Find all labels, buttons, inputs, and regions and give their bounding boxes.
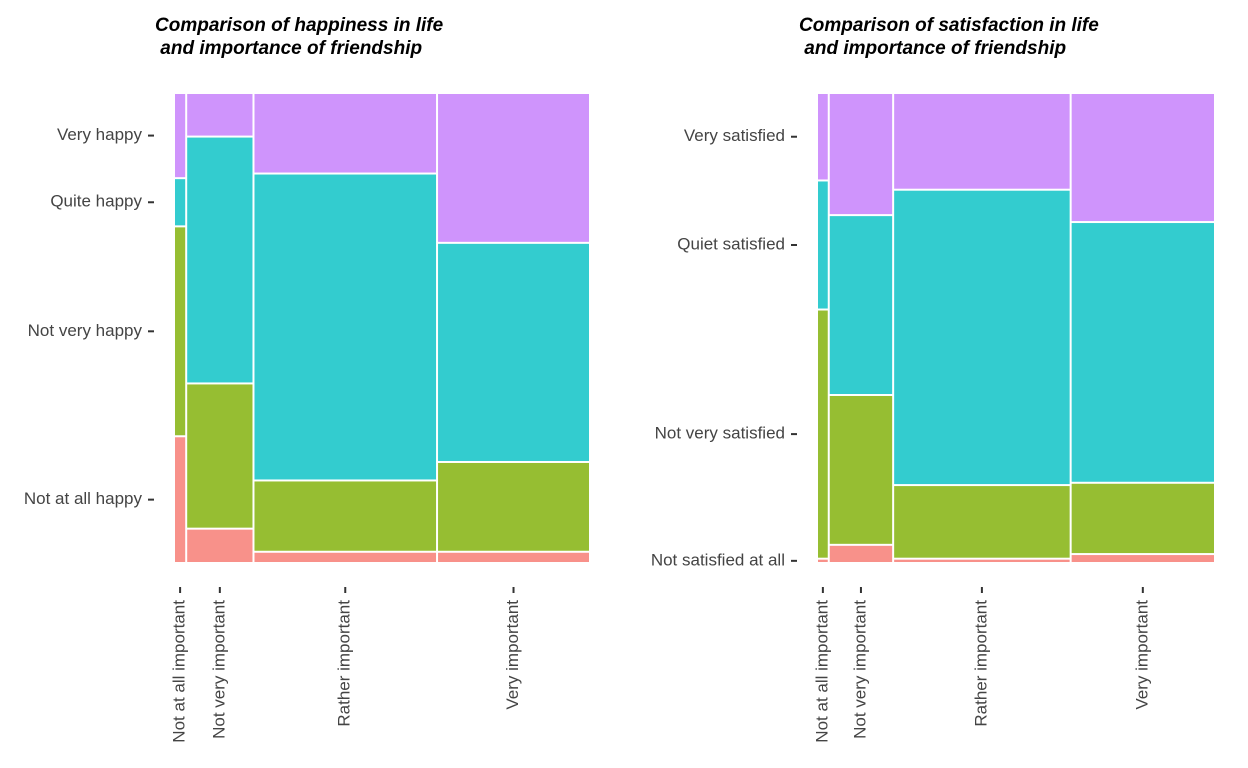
y-tick-label: Not at all happy xyxy=(24,489,143,508)
y-tick-label: Very happy xyxy=(57,125,143,144)
mosaic-cell xyxy=(175,179,186,226)
x-tick-label: Not at all important xyxy=(812,600,831,743)
mosaic-cell xyxy=(1071,223,1214,482)
mosaic-cell xyxy=(894,486,1070,558)
mosaic-cell xyxy=(175,437,186,562)
y-tick-label: Not satisfied at all xyxy=(651,550,785,569)
mosaic-cell xyxy=(1071,555,1214,562)
mosaic-cell xyxy=(438,552,589,562)
chart-title: Comparison of satisfaction in life and i… xyxy=(799,15,1099,59)
mosaic-cell xyxy=(829,216,893,394)
mosaic-cell xyxy=(438,462,589,551)
mosaic-cell xyxy=(187,94,253,136)
mosaic-cell xyxy=(187,384,253,528)
mosaic-cell xyxy=(187,529,253,562)
x-tick-label: Not very important xyxy=(209,600,228,739)
mosaic-cell xyxy=(438,94,589,242)
mosaic-cell xyxy=(894,190,1070,485)
mosaic-cell xyxy=(818,559,828,562)
x-tick-label: Rather important xyxy=(335,600,354,727)
mosaic-cell xyxy=(175,227,186,436)
mosaic-cell xyxy=(1071,94,1214,222)
chart-title: Comparison of happiness in life and impo… xyxy=(155,15,444,59)
y-tick-label: Not very happy xyxy=(28,321,143,340)
y-tick-label: Quite happy xyxy=(50,192,142,211)
x-tick-label: Not at all important xyxy=(170,600,189,743)
mosaic-cell xyxy=(894,94,1070,189)
mosaic-cell xyxy=(1071,483,1214,554)
mosaic-cell xyxy=(894,559,1070,562)
mosaic-cell xyxy=(829,94,893,215)
mosaic-cell xyxy=(829,395,893,544)
mosaic-cell xyxy=(254,481,437,551)
y-tick-label: Quiet satisfied xyxy=(677,234,785,253)
y-tick-label: Not very satisfied xyxy=(655,424,785,443)
mosaic-cell xyxy=(175,94,186,178)
x-tick-label: Very important xyxy=(1132,600,1151,710)
y-tick-label: Very satisfied xyxy=(684,126,785,145)
mosaic-cell xyxy=(818,310,828,558)
x-tick-label: Very important xyxy=(503,600,522,710)
x-tick-label: Rather important xyxy=(971,600,990,727)
mosaic-cell xyxy=(818,94,828,180)
mosaic-cell xyxy=(254,552,437,562)
mosaic-cell xyxy=(818,181,828,309)
x-tick-label: Not very important xyxy=(850,600,869,739)
mosaic-cell xyxy=(254,94,437,173)
mosaic-cell xyxy=(254,174,437,480)
mosaic-cell xyxy=(438,243,589,461)
mosaic-cell xyxy=(829,545,893,562)
mosaic-cell xyxy=(187,137,253,383)
